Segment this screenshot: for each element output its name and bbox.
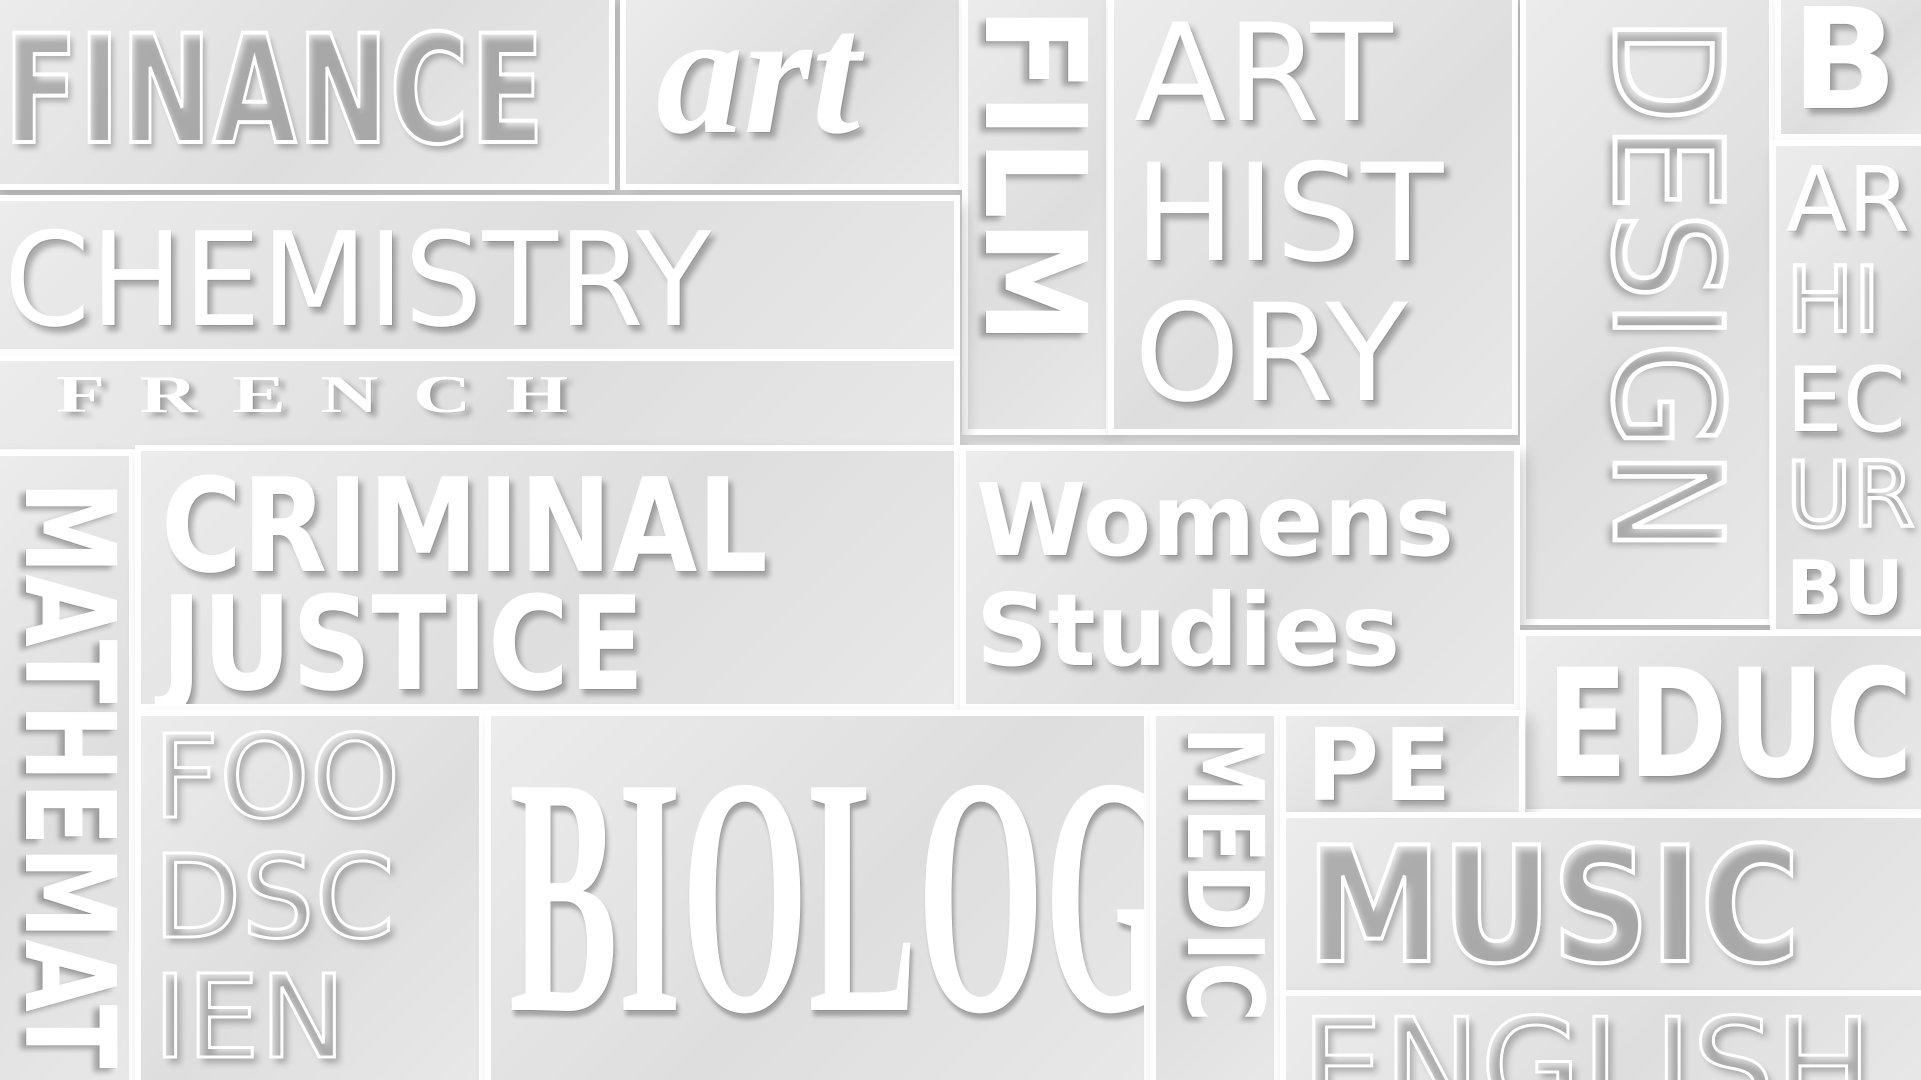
english-tile: ENGLISH bbox=[1280, 990, 1921, 1080]
education-tile: EDUC bbox=[1520, 630, 1921, 815]
medic-tile: MEDIC bbox=[1150, 710, 1280, 1080]
food-science-tile: FOO DSC IEN bbox=[135, 710, 485, 1080]
biology-tile: BIOLOGY bbox=[485, 710, 1150, 1080]
womens-studies-tile: Womens Studies bbox=[960, 445, 1520, 710]
finance-word: FINANCE bbox=[3, 4, 546, 178]
english-word: ENGLISH bbox=[1299, 990, 1873, 1080]
french-tile: FRENCH bbox=[0, 355, 960, 455]
architecture-line1: AR bbox=[1786, 148, 1911, 253]
food-science-line2: DSC bbox=[152, 831, 397, 965]
education-word: EDUC bbox=[1546, 638, 1914, 812]
film-tile: FILM bbox=[962, 0, 1112, 435]
art-history-line2: HIST bbox=[1134, 135, 1444, 292]
pe-word: PE bbox=[1306, 710, 1456, 820]
b-fragment-tile: B bbox=[1775, 0, 1921, 140]
music-tile: MUSIC bbox=[1280, 812, 1921, 997]
pe-tile: PE bbox=[1280, 710, 1525, 820]
design-word: DESIGN bbox=[1577, 14, 1756, 557]
medic-word: MEDIC bbox=[1163, 726, 1280, 1023]
design-tile: DESIGN bbox=[1520, 0, 1775, 625]
art-history-tile: ART HIST ORY bbox=[1108, 0, 1518, 435]
biology-word: BIOLOGY bbox=[509, 710, 1144, 1080]
justice-word: JUSTICE bbox=[161, 568, 645, 710]
art-script-tile: art bbox=[620, 0, 965, 190]
chemistry-word: CHEMISTRY bbox=[4, 204, 712, 355]
studies-word: Studies bbox=[976, 572, 1401, 689]
french-word: FRENCH bbox=[56, 366, 603, 424]
finance-tile: FINANCE bbox=[0, 0, 615, 190]
b-fragment-word: B bbox=[1791, 0, 1898, 140]
chemistry-tile: CHEMISTRY bbox=[0, 195, 960, 355]
architecture-tile: AR HI EC UR BU bbox=[1770, 140, 1921, 635]
criminal-word: CRIMINAL bbox=[161, 450, 768, 602]
criminal-justice-tile: CRIMINAL JUSTICE bbox=[135, 445, 960, 710]
mathematics-tile: MATHEMAT bbox=[0, 450, 135, 1080]
food-science-line3: IEN bbox=[152, 951, 348, 1080]
business-fragment-word: BU bbox=[1786, 544, 1905, 632]
womens-word: Womens bbox=[976, 462, 1455, 579]
architecture-line2: HI bbox=[1784, 248, 1882, 353]
film-word: FILM bbox=[962, 6, 1112, 345]
architecture-line3: EC bbox=[1786, 348, 1906, 453]
architecture-line4: UR bbox=[1784, 443, 1916, 548]
art-history-line3: ORY bbox=[1134, 275, 1408, 432]
mathematics-word: MATHEMAT bbox=[0, 481, 135, 1069]
music-word: MUSIC bbox=[1304, 812, 1802, 997]
art-script-word: art bbox=[656, 0, 861, 170]
food-science-line1: FOO bbox=[151, 711, 401, 845]
art-history-line1: ART bbox=[1134, 0, 1393, 152]
